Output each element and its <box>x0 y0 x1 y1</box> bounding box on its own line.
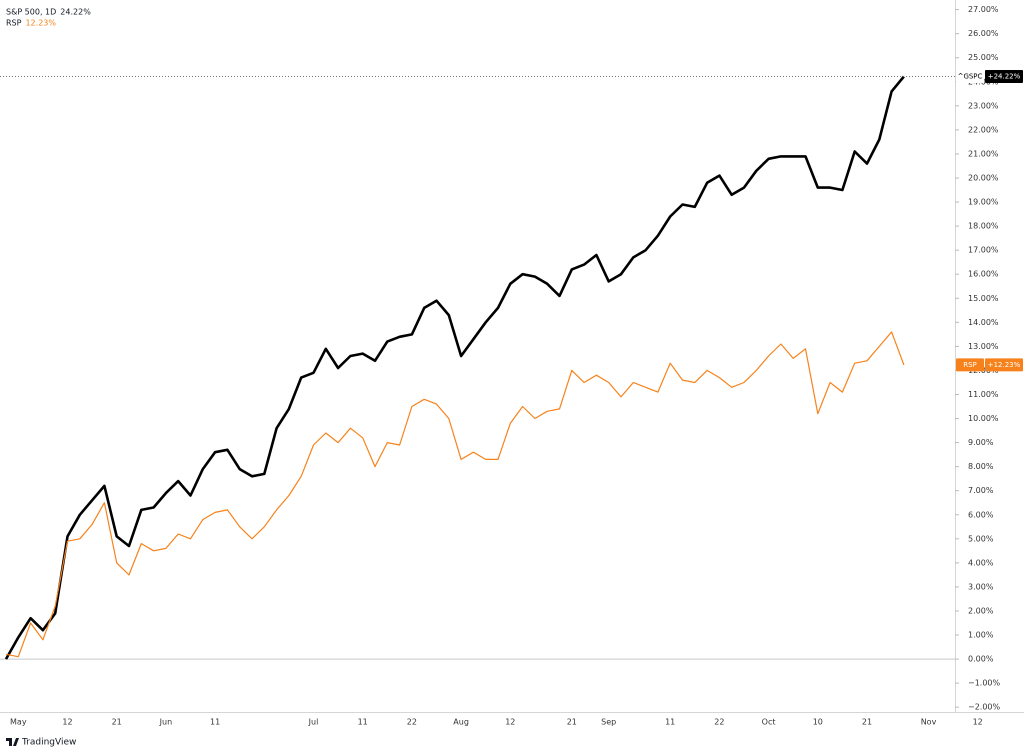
logo-icon <box>6 738 19 746</box>
x-tick-label: 21 <box>567 718 577 727</box>
x-tick-label: 21 <box>112 718 122 727</box>
badge-value-box <box>985 358 1023 372</box>
price-badge: ^GSPC +24.22% <box>956 69 1023 83</box>
y-tick-label: 17.00% <box>968 246 999 255</box>
y-tick-label: 10.00% <box>968 414 999 423</box>
x-tick-label: May <box>10 718 27 727</box>
series-line <box>5 331 905 658</box>
badge-name: RSP <box>963 361 977 369</box>
y-tick-label: 11.00% <box>968 390 999 399</box>
y-tick-label: 13.00% <box>968 342 999 351</box>
x-tick-label: Aug <box>453 718 469 727</box>
legend-name: S&P 500, 1D <box>6 8 56 17</box>
badge-value: +12.23% <box>988 361 1021 369</box>
y-tick-label: 6.00% <box>968 510 994 519</box>
x-tick-label: 22 <box>407 718 417 727</box>
y-tick-label: 26.00% <box>968 29 999 38</box>
x-tick-label: Nov <box>921 718 937 727</box>
x-tick-label: 11 <box>210 718 220 727</box>
x-tick-label: 22 <box>714 718 724 727</box>
x-tick-label: 12 <box>973 718 983 727</box>
legend-name: RSP <box>6 19 22 28</box>
y-tick-label: −2.00% <box>968 703 1001 712</box>
x-tick-label: 12 <box>505 718 515 727</box>
y-tick-label: 23.00% <box>968 101 999 110</box>
y-tick-label: 2.00% <box>968 606 994 615</box>
x-tick-label: 11 <box>358 718 368 727</box>
y-tick-label: 20.00% <box>968 174 999 183</box>
y-tick-label: 3.00% <box>968 582 994 591</box>
x-tick-label: 12 <box>62 718 72 727</box>
y-tick-label: 8.00% <box>968 462 994 471</box>
y-tick-label: 15.00% <box>968 294 999 303</box>
badge-name-box <box>956 358 984 372</box>
legend-value: 12.23% <box>25 19 56 28</box>
x-tick-label: Sep <box>601 718 616 727</box>
y-tick-label: −1.00% <box>968 679 1001 688</box>
y-tick-label: 21.00% <box>968 149 999 158</box>
y-tick-label: 18.00% <box>968 222 999 231</box>
badge-name: ^GSPC <box>958 72 983 80</box>
x-tick-label: Jun <box>159 718 173 727</box>
y-tick-label: 16.00% <box>968 270 999 279</box>
badge-value-box <box>985 69 1023 83</box>
y-tick-label: 5.00% <box>968 534 994 543</box>
x-tick-label: 21 <box>862 718 872 727</box>
x-tick-label: 10 <box>813 718 823 727</box>
y-tick-label: 1.00% <box>968 631 994 640</box>
y-tick-label: 19.00% <box>968 198 999 207</box>
x-tick-label: Oct <box>762 718 776 727</box>
brand-name: TradingView <box>21 738 76 748</box>
y-tick-label: 0.00% <box>968 655 994 664</box>
x-tick-label: 11 <box>665 718 675 727</box>
y-tick-label: 14.00% <box>968 318 999 327</box>
brand-logo: TradingView <box>6 738 76 748</box>
badge-value: +24.22% <box>988 72 1021 80</box>
y-tick-label: 22.00% <box>968 125 999 134</box>
badge-name-box <box>956 69 984 83</box>
y-tick-label: 4.00% <box>968 558 994 567</box>
y-tick-label: 27.00% <box>968 5 999 14</box>
series-line <box>4 75 905 660</box>
x-tick-label: Jul <box>308 718 319 727</box>
legend-value: 24.22% <box>60 8 91 17</box>
y-tick-label: 7.00% <box>968 486 994 495</box>
price-badge: RSP +12.23% <box>956 358 1023 372</box>
y-tick-label: 9.00% <box>968 438 994 447</box>
y-tick-label: 25.00% <box>968 53 999 62</box>
